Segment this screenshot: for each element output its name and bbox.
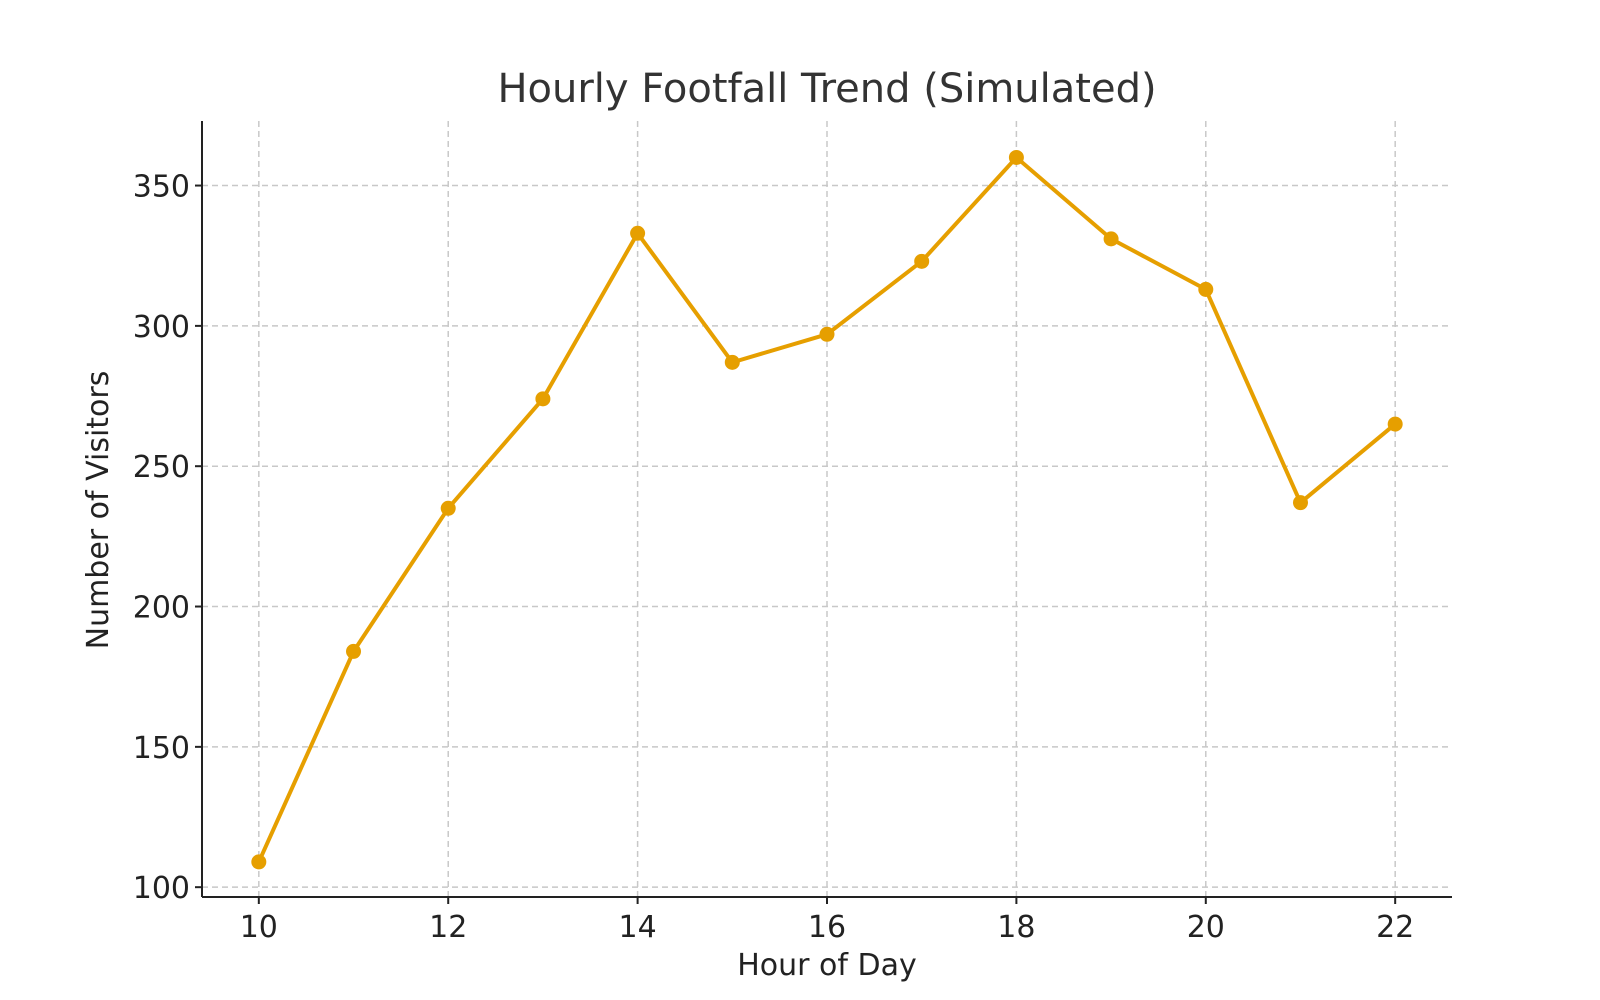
x-tick-label: 18 — [997, 910, 1035, 945]
chart-title: Hourly Footfall Trend (Simulated) — [497, 66, 1156, 112]
x-tick-label: 10 — [240, 910, 278, 945]
y-axis-label: Number of Visitors — [81, 371, 116, 650]
data-point — [1292, 495, 1308, 511]
data-point — [440, 500, 456, 516]
x-tick-label: 16 — [808, 910, 846, 945]
y-tick-label: 150 — [133, 731, 190, 766]
y-tick-label: 100 — [133, 871, 190, 906]
y-tick-label: 200 — [133, 591, 190, 626]
y-tick-label: 250 — [133, 450, 190, 485]
data-point — [914, 253, 930, 269]
data-point — [630, 225, 646, 241]
x-tick-label: 22 — [1376, 910, 1414, 945]
y-tick-label: 300 — [133, 310, 190, 345]
axis-spines — [201, 121, 1452, 898]
data-point — [1008, 149, 1024, 165]
axis-ticks: 10 12 14 16 18 20 22 100 150 200 250 300 350 — [133, 170, 1415, 945]
x-tick-label: 20 — [1187, 910, 1225, 945]
y-tick-label: 350 — [133, 170, 190, 205]
grid-lines — [202, 121, 1452, 897]
data-point — [1387, 416, 1403, 432]
x-tick-label: 12 — [429, 910, 467, 945]
data-point — [535, 391, 551, 407]
x-tick-label: 14 — [619, 910, 657, 945]
data-point — [819, 326, 835, 342]
data-point — [1198, 281, 1214, 297]
data-point — [1103, 231, 1119, 247]
x-axis-label: Hour of Day — [737, 948, 917, 983]
data-point — [346, 643, 362, 659]
data-point — [724, 354, 740, 370]
data-series — [251, 149, 1403, 870]
data-point — [251, 854, 267, 870]
